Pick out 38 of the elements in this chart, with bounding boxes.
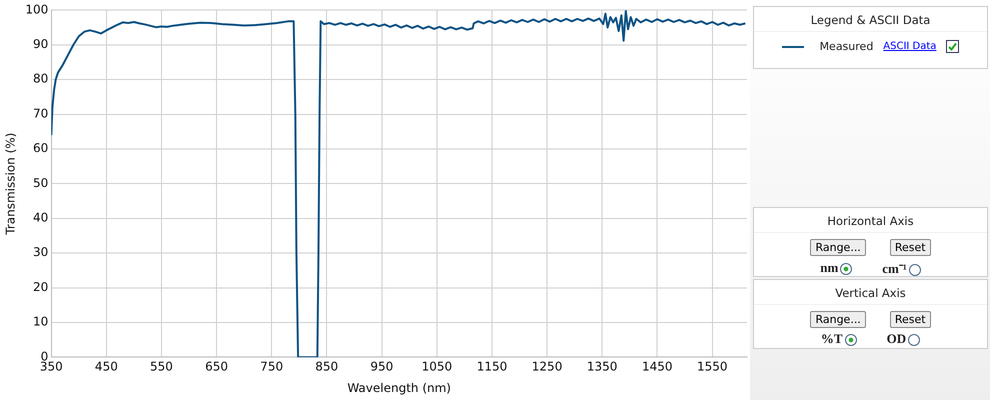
text: Vertical Axis <box>754 280 987 305</box>
x-tick-label: 1350 <box>586 360 618 374</box>
text: %T <box>820 331 844 347</box>
x-tick-label: 550 <box>150 360 173 374</box>
y-tick-label: 70 <box>33 106 48 120</box>
y-tick-label: 90 <box>33 37 48 52</box>
text: nm <box>820 260 840 276</box>
text: Reset <box>890 239 931 256</box>
x-tick-label: 1450 <box>642 360 672 374</box>
y-tick-label: 40 <box>33 210 48 225</box>
text: cm⁻¹ <box>882 260 908 277</box>
x-tick-label: 1550 <box>697 360 728 374</box>
y-tick-label: 20 <box>33 280 48 294</box>
y-tick-label: 10 <box>33 314 48 329</box>
x-tick-label: 1150 <box>476 360 508 374</box>
x-tick-label: 1050 <box>422 360 452 374</box>
x-tick-label: 850 <box>315 360 338 374</box>
x-axis-title: Wavelength (nm) <box>347 380 451 395</box>
text: OD <box>886 331 908 347</box>
x-tick-label: 350 <box>40 360 63 374</box>
x-tick-label: 450 <box>94 360 118 374</box>
text: Range... <box>810 311 866 328</box>
x-tick-label: 650 <box>205 360 228 374</box>
y-tick-label: 60 <box>33 141 48 156</box>
text: Reset <box>890 311 931 328</box>
legend-label: Measured <box>820 40 874 53</box>
y-tick-label: 30 <box>33 245 48 260</box>
x-tick-label: 950 <box>370 360 394 374</box>
y-tick-label: 100 <box>25 2 48 16</box>
y-axis-title: Transmission (%) <box>3 132 18 236</box>
legend-title: Legend & ASCII Data <box>754 7 987 32</box>
x-tick-label: 750 <box>260 360 284 374</box>
y-tick-label: 80 <box>33 72 48 86</box>
y-tick-label: 50 <box>33 176 48 190</box>
text: Range... <box>810 239 866 256</box>
text: Horizontal Axis <box>754 208 987 233</box>
x-tick-label: 1250 <box>532 360 562 374</box>
text: ASCII Data <box>883 41 936 52</box>
